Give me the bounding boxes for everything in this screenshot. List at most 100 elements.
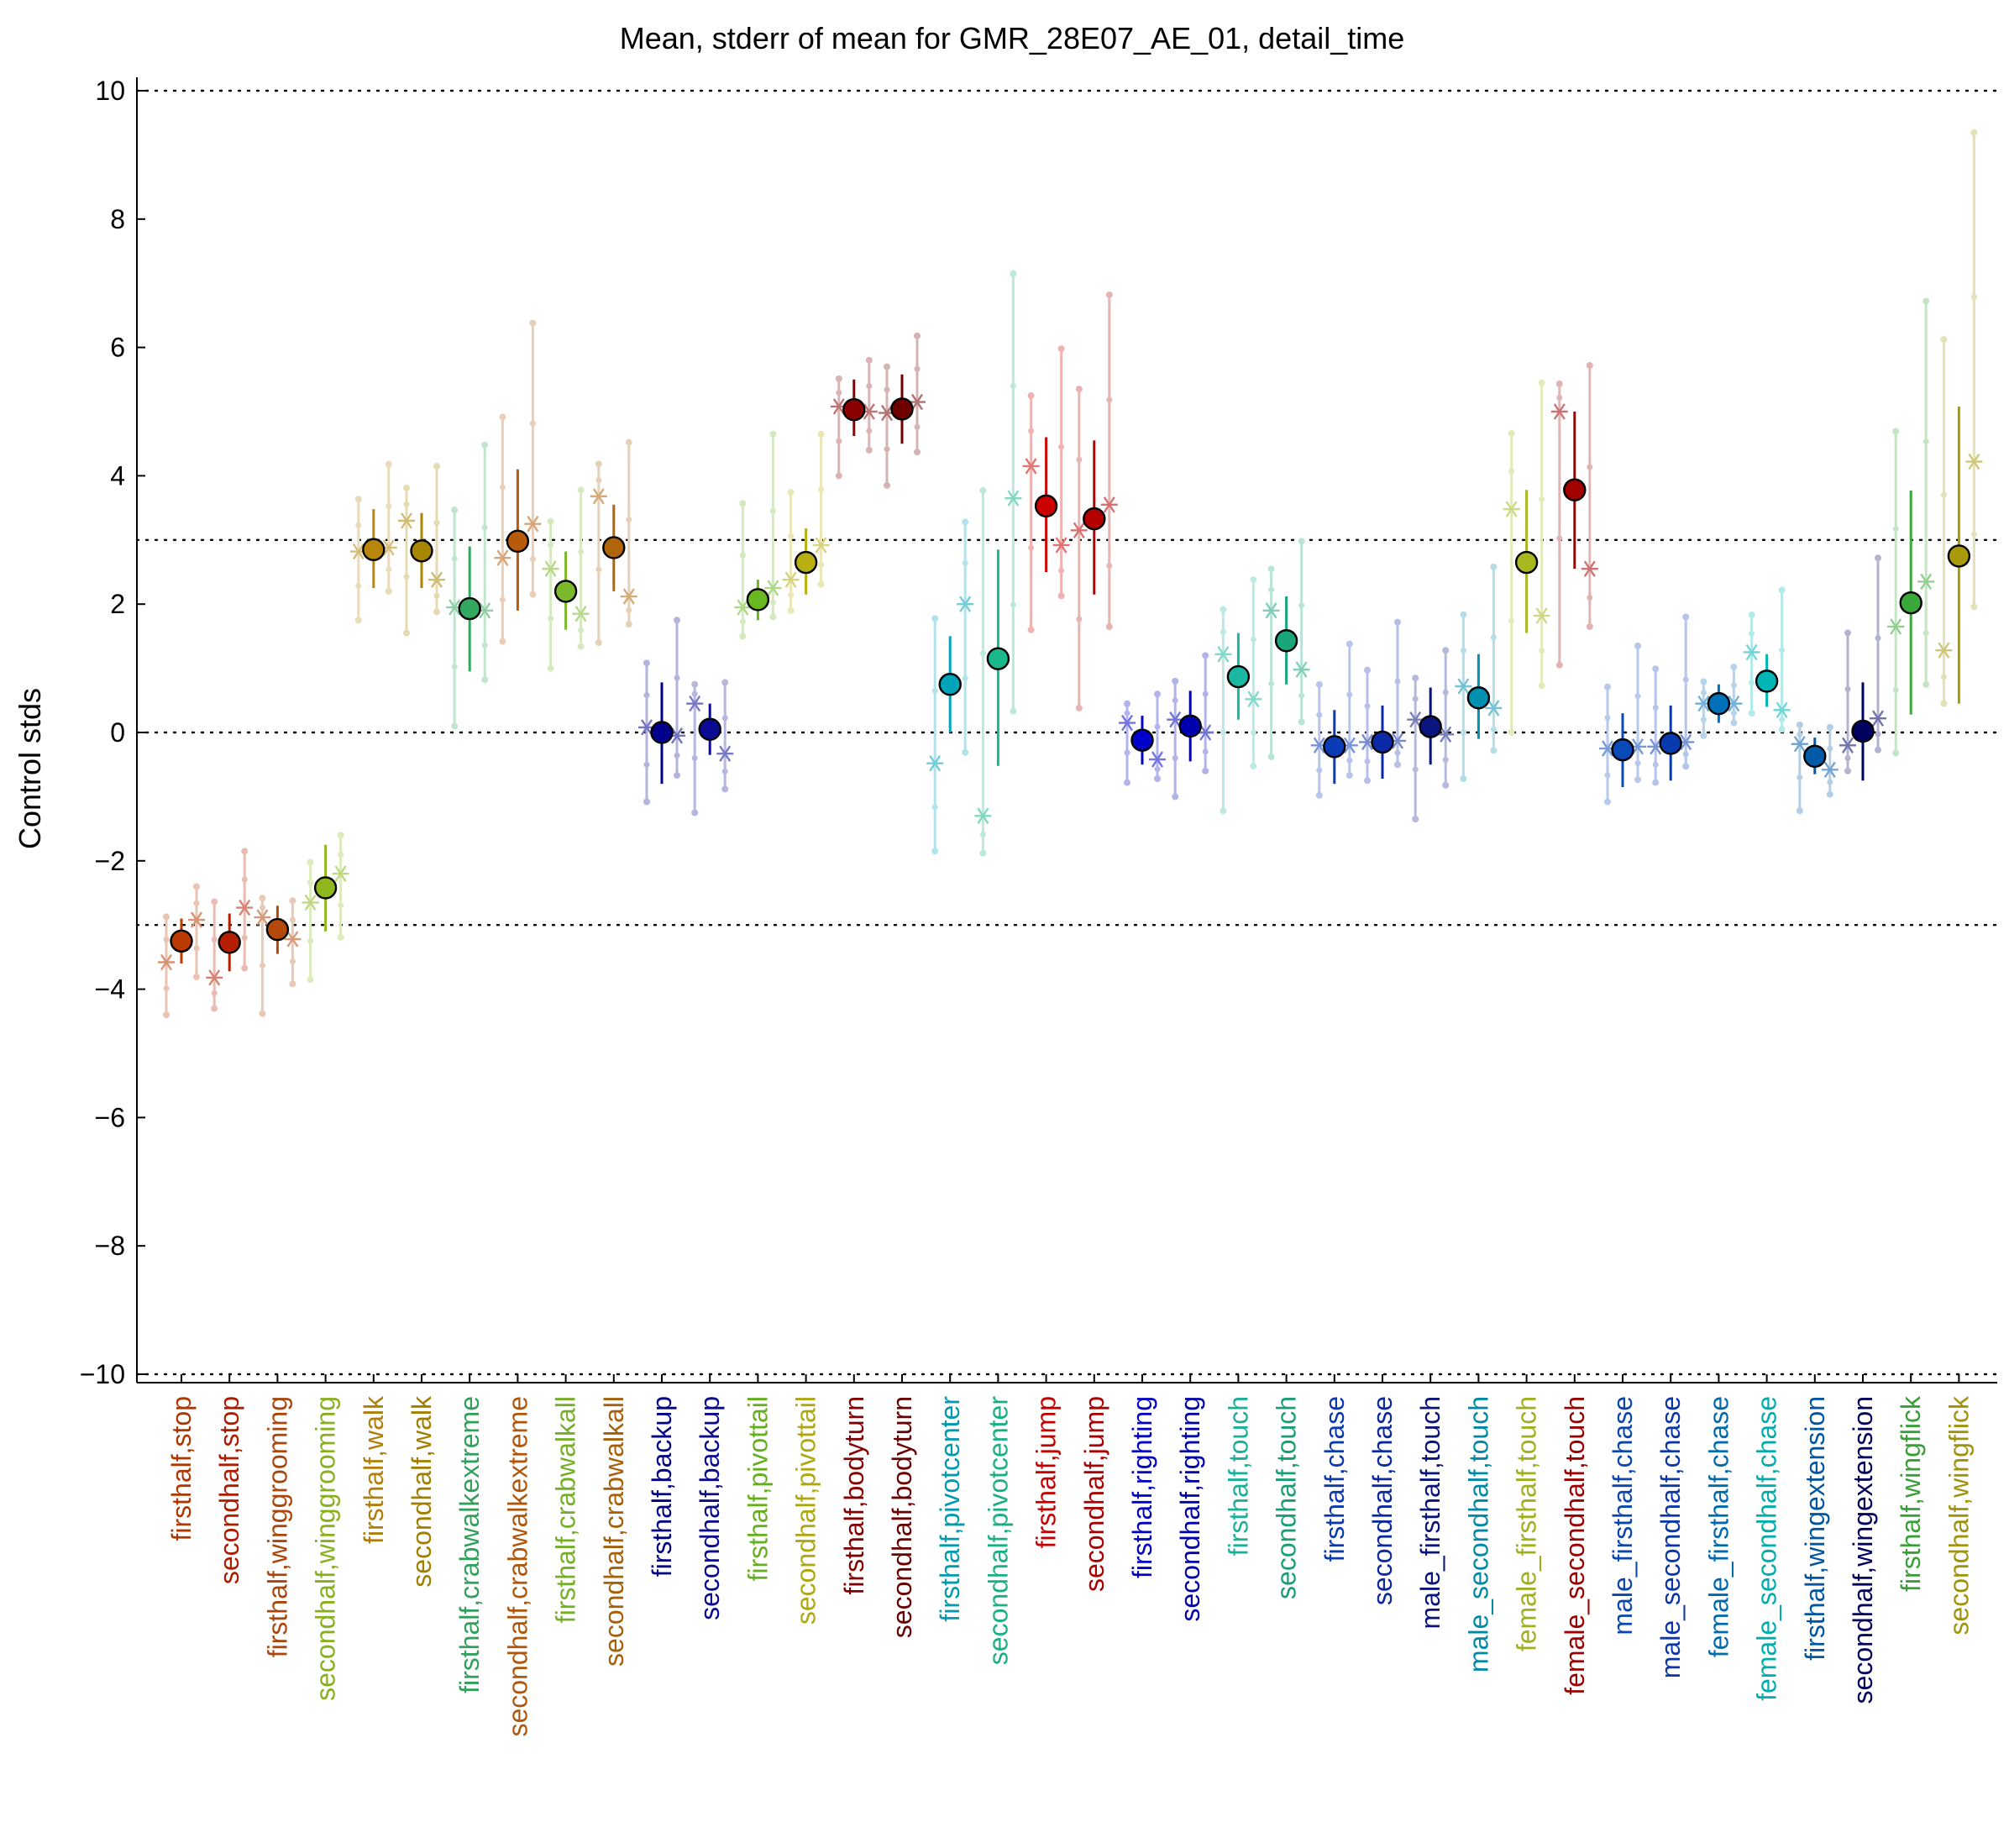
individual-point [211, 990, 218, 996]
individual-point [1892, 428, 1900, 435]
individual-mean-marker [1409, 711, 1422, 728]
individual-point [1922, 630, 1929, 637]
individual-point [289, 916, 296, 923]
data-group [1407, 647, 1455, 823]
individual-point [739, 618, 746, 625]
individual-point [818, 561, 825, 568]
individual-point [1940, 491, 1947, 498]
data-group [1022, 345, 1070, 633]
data-group [1743, 586, 1791, 733]
data-group [542, 486, 590, 672]
individual-mean-marker [1938, 642, 1950, 659]
individual-point [674, 617, 680, 624]
data-group [830, 356, 878, 480]
individual-point [548, 542, 554, 549]
data-group [1262, 538, 1310, 761]
mean-marker [218, 931, 241, 954]
individual-point [739, 552, 746, 559]
individual-point [1010, 382, 1016, 389]
mean-marker [362, 538, 386, 561]
individual-point [338, 902, 344, 909]
individual-point [1028, 428, 1035, 434]
individual-mean-marker [1487, 700, 1500, 717]
individual-point [866, 428, 873, 434]
individual-point [1075, 386, 1083, 393]
individual-point [1154, 690, 1161, 698]
individual-point [481, 676, 489, 684]
individual-point [1875, 746, 1881, 753]
individual-point [1844, 629, 1851, 637]
individual-point [1105, 291, 1113, 298]
mean-marker [410, 539, 433, 563]
individual-point [163, 913, 170, 921]
individual-mean-marker [1632, 738, 1644, 755]
individual-mean-marker [448, 599, 461, 616]
individual-mean-marker [622, 588, 635, 605]
individual-point [1346, 691, 1353, 698]
individual-mean-marker [304, 894, 317, 911]
individual-point [259, 895, 266, 902]
mean-marker [986, 647, 1010, 670]
individual-point [931, 615, 939, 622]
individual-point [1394, 761, 1401, 769]
individual-point [1875, 554, 1881, 562]
individual-point [1634, 760, 1641, 767]
individual-point [866, 382, 873, 389]
y-tick-label: 10 [95, 76, 125, 106]
individual-mean-marker [352, 543, 365, 560]
individual-point [1940, 336, 1948, 344]
individual-point [403, 501, 410, 507]
individual-point [211, 1005, 218, 1012]
x-tick-label: secondhalf,walk [407, 1395, 437, 1588]
individual-point [1124, 700, 1130, 707]
individual-mean-marker [1890, 618, 1902, 635]
individual-point [884, 481, 890, 489]
data-group [1887, 297, 1935, 757]
individual-point [884, 386, 890, 393]
individual-point [1797, 731, 1803, 738]
individual-point [1268, 680, 1275, 687]
data-group [158, 883, 205, 1019]
individual-point [1604, 683, 1611, 690]
x-tick-label: firsthalf,pivotcenter [935, 1396, 965, 1622]
individual-point [1058, 567, 1065, 574]
individual-point [547, 664, 554, 672]
x-tick-label: secondhalf,pivottail [791, 1396, 821, 1625]
individual-point [1922, 680, 1930, 688]
individual-mean-marker [334, 865, 347, 882]
x-tick-label: female_firsthalf,touch [1512, 1396, 1542, 1651]
individual-mean-marker [1697, 695, 1710, 712]
individual-mean-marker [527, 516, 539, 533]
individual-point [739, 633, 747, 640]
individual-point [1730, 710, 1737, 717]
x-tick-label: secondhalf,touch [1272, 1396, 1302, 1599]
mean-marker [698, 717, 721, 741]
individual-point [163, 985, 170, 992]
individual-mean-marker [641, 719, 653, 736]
individual-point [1027, 626, 1035, 633]
mean-marker [265, 917, 290, 942]
individual-point [1538, 682, 1545, 690]
individual-mean-marker [1457, 678, 1470, 695]
x-tick-label: firsthalf,crabwalkextreme [454, 1396, 485, 1693]
individual-point [1826, 790, 1833, 798]
individual-point [1652, 665, 1660, 673]
individual-point [1490, 726, 1497, 732]
data-group [1119, 690, 1166, 786]
data-group [1599, 642, 1646, 806]
individual-point [739, 500, 747, 507]
individual-point [1250, 576, 1257, 584]
individual-point [962, 748, 969, 756]
individual-point [578, 549, 585, 555]
individual-point [193, 883, 200, 890]
individual-point [1604, 798, 1611, 806]
individual-point [1555, 380, 1563, 387]
individual-point [1442, 689, 1449, 696]
individual-point [548, 615, 554, 622]
individual-point [1508, 729, 1515, 736]
data-group [782, 430, 830, 614]
individual-point [577, 643, 585, 650]
individual-point [1076, 456, 1083, 463]
y-axis: −10 −8 −6 −4 −2 0 2 4 6 8 10 [80, 76, 145, 1389]
